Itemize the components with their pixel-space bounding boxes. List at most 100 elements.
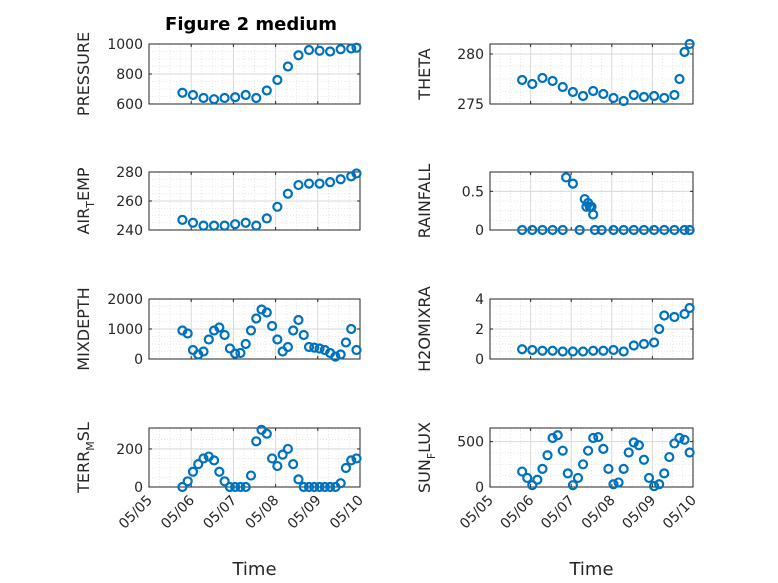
data-point <box>346 455 357 466</box>
x-tick-label: 05/10 <box>660 493 700 533</box>
data-point <box>314 178 325 189</box>
data-point <box>230 92 241 103</box>
data-point <box>346 43 357 54</box>
data-point <box>588 345 599 356</box>
y-tick-label: 280 <box>116 165 143 181</box>
data-point <box>303 44 315 56</box>
data-point <box>293 474 304 485</box>
data-point <box>618 463 629 474</box>
data-point <box>309 481 320 493</box>
data-point <box>277 449 288 460</box>
data-point <box>557 445 568 456</box>
data-point <box>251 92 262 104</box>
data-point <box>293 50 304 61</box>
data-point <box>293 179 304 191</box>
data-point <box>245 325 257 336</box>
data-point <box>618 346 629 357</box>
data-point <box>298 329 309 341</box>
data-point <box>547 75 558 87</box>
y-tick-label: 280 <box>457 47 484 63</box>
data-point <box>261 428 272 439</box>
y-axis-label: SUNFLUX <box>415 422 438 493</box>
data-point <box>659 224 670 236</box>
x-tick-label: 05/07 <box>538 493 578 533</box>
data-point <box>282 61 294 72</box>
y-tick-label: 500 <box>457 435 484 451</box>
data-point <box>224 481 235 493</box>
data-point <box>351 344 362 356</box>
data-point <box>272 460 283 472</box>
data-point <box>325 177 336 188</box>
data-point <box>517 74 528 86</box>
data-point <box>219 329 230 341</box>
subplot-right-3: 0 2 4 H2OMIXRA <box>415 286 695 372</box>
data-point <box>314 343 325 354</box>
data-point <box>684 447 695 458</box>
data-point <box>679 434 690 445</box>
data-series <box>517 38 695 107</box>
data-series <box>177 168 362 231</box>
data-point <box>679 224 690 236</box>
figure-title: Figure 2 medium <box>165 14 337 35</box>
data-point <box>638 454 650 465</box>
data-point <box>674 73 685 85</box>
data-point <box>684 38 695 50</box>
subplot-left-1: 600 800 1000 PRESSURE <box>74 32 362 116</box>
data-point <box>574 224 585 236</box>
data-point <box>214 322 225 333</box>
data-point <box>177 481 188 493</box>
grid-lines <box>148 171 361 231</box>
data-point <box>669 89 680 101</box>
y-tick-label: 260 <box>116 194 143 210</box>
data-series <box>517 172 695 236</box>
data-point <box>261 85 272 96</box>
y-tick-label: 0 <box>134 352 143 368</box>
data-point <box>659 468 670 479</box>
y-axis-label: AIRTEMP <box>74 167 97 234</box>
data-point <box>303 178 315 189</box>
data-point <box>182 476 193 487</box>
data-point <box>198 346 209 357</box>
data-point <box>272 201 283 212</box>
x-tick-label: 05/09 <box>619 493 659 533</box>
data-point <box>648 337 660 348</box>
data-point <box>282 341 294 353</box>
y-tick-label: 0 <box>475 480 484 496</box>
data-point <box>537 463 548 474</box>
data-point <box>303 341 315 353</box>
data-point <box>224 343 235 354</box>
data-point <box>561 172 572 183</box>
data-point <box>522 472 533 484</box>
x-tick-label: 05/07 <box>200 493 240 533</box>
data-point <box>589 224 600 236</box>
data-point <box>567 178 578 189</box>
data-point <box>542 450 553 461</box>
data-point <box>288 325 299 336</box>
data-point <box>325 46 336 57</box>
data-point <box>628 224 639 236</box>
data-point <box>261 307 272 318</box>
data-point <box>628 437 639 448</box>
data-point <box>198 220 209 231</box>
data-point <box>577 90 589 102</box>
data-point <box>628 340 639 351</box>
data-point <box>669 311 680 323</box>
data-point <box>208 455 220 466</box>
y-tick-label: 2000 <box>107 292 143 308</box>
data-series <box>517 430 695 492</box>
data-point <box>314 481 325 493</box>
x-tick-label: 05/08 <box>243 493 283 533</box>
subplot-right-2: 0 0.5 RAINFALL <box>415 164 695 239</box>
data-point <box>669 438 680 449</box>
data-point <box>669 224 680 236</box>
x-tick-label: 05/05 <box>116 493 156 533</box>
data-point <box>527 480 538 491</box>
y-tick-label: 0.5 <box>462 184 484 200</box>
data-point <box>272 334 283 345</box>
axes-frame <box>489 43 694 105</box>
data-point <box>654 323 665 335</box>
data-point <box>208 220 220 231</box>
data-point <box>517 224 528 236</box>
